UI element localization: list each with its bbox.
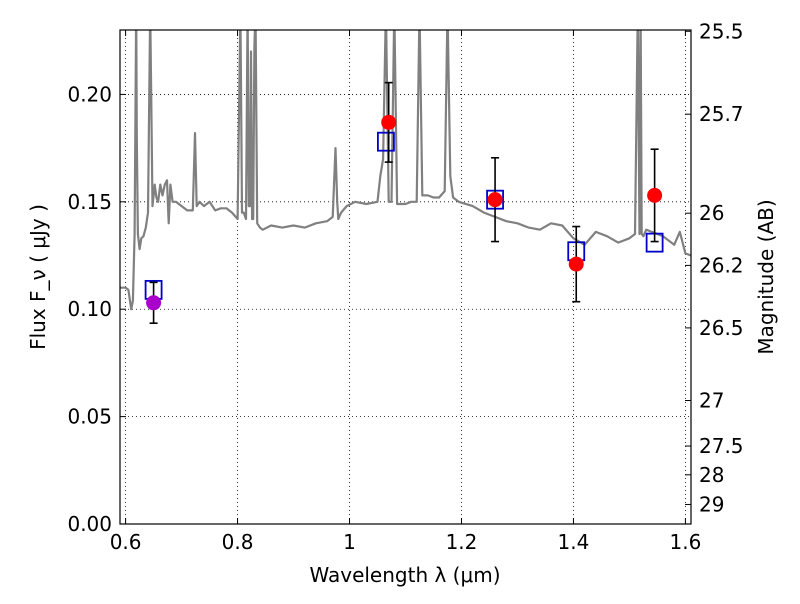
y-tick-label: 0.10 — [67, 297, 112, 321]
y-axis-title: Flux F_ν ( μJy ) — [26, 204, 50, 350]
y-tick-label: 0.20 — [67, 82, 112, 106]
observed-flux-point — [381, 114, 397, 130]
right-tick-label: 27 — [699, 389, 724, 413]
x-axis-title: Wavelength λ (μm) — [309, 563, 500, 587]
marker-layer — [144, 81, 664, 324]
x-tick-label: 1.2 — [446, 530, 478, 554]
right-tick-label: 25.7 — [699, 102, 744, 126]
right-tick-label: 28 — [699, 463, 724, 487]
y-tick-label: 0.05 — [67, 405, 112, 429]
x-tick-label: 1.4 — [558, 530, 590, 554]
y-axis-title-right: Magnitude (AB) — [754, 199, 778, 354]
x-tick-label: 0.6 — [110, 530, 142, 554]
plot-background — [120, 30, 691, 524]
ticks: 0.6 0.8 1 1.2 1.4 1.6 0.00 0.05 0.10 0.15 0.20 25.5… — [67, 19, 743, 554]
observed-flux-point — [647, 187, 663, 203]
observed-flux-point — [146, 295, 162, 311]
model-spectrum-line — [120, 30, 691, 311]
x-tick-label: 1.6 — [669, 530, 701, 554]
observed-flux-point — [568, 256, 584, 272]
plot-frame — [119, 29, 692, 525]
model-photometry-square — [377, 131, 395, 152]
right-tick-label: 25.5 — [699, 19, 744, 43]
right-tick-label: 27.5 — [699, 434, 744, 458]
right-tick-label: 26.2 — [699, 253, 744, 277]
y-tick-label: 0.15 — [67, 190, 112, 214]
observed-flux-point — [487, 192, 503, 208]
right-tick-label: 26.5 — [699, 316, 744, 340]
x-tick-label: 0.8 — [222, 530, 254, 554]
right-tick-label: 26 — [699, 201, 724, 225]
y-tick-label: 0.00 — [67, 512, 112, 536]
data-layer — [120, 30, 691, 311]
right-tick-label: 29 — [699, 492, 724, 516]
x-tick-label: 1 — [343, 530, 356, 554]
